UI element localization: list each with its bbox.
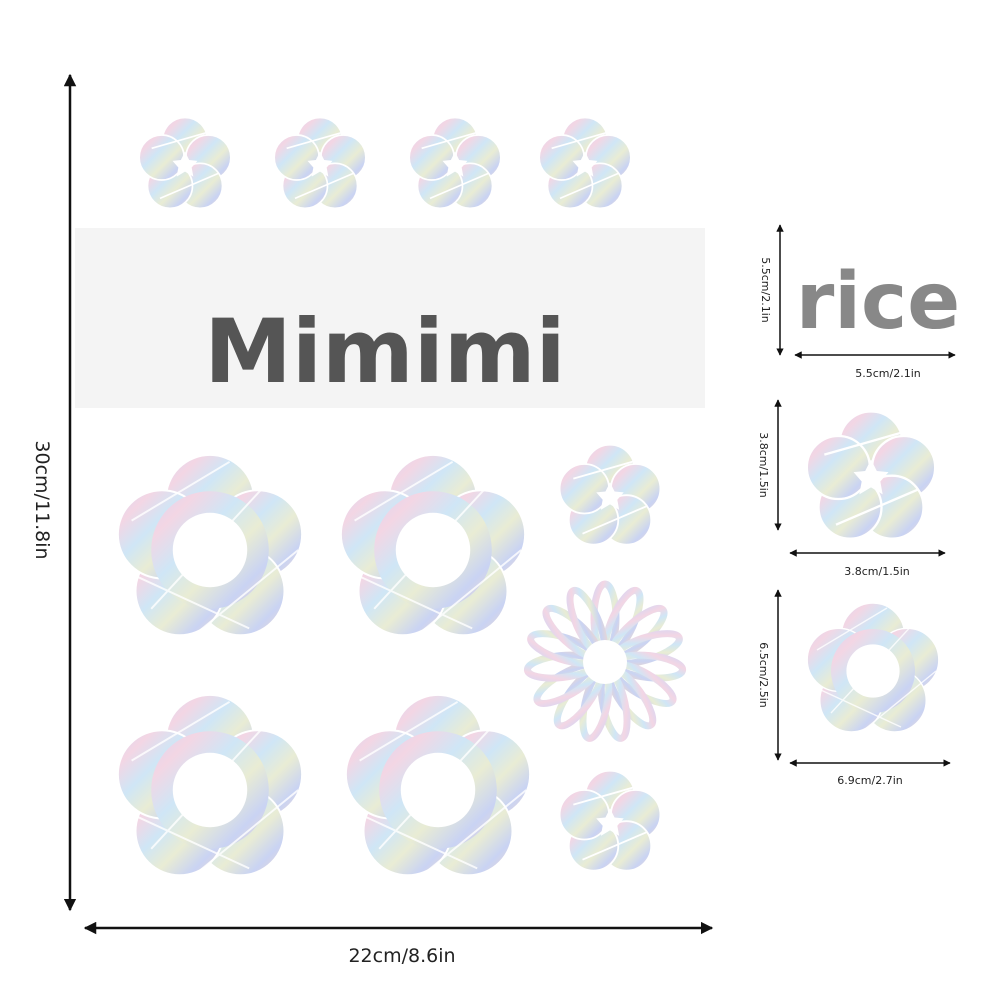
sticker [339, 453, 527, 640]
sample-width-label: 3.8cm/1.5in [844, 565, 910, 578]
sticker [116, 693, 304, 880]
height-label: 30cm/11.8in [31, 440, 53, 559]
sample-width-label: 5.5cm/2.1in [855, 367, 921, 380]
sample-width-label: 6.9cm/2.7in [837, 774, 903, 787]
sticker [116, 453, 304, 640]
width-label: 22cm/8.6in [348, 945, 455, 967]
sticker [558, 443, 662, 546]
sticker [408, 116, 502, 210]
sticker [273, 116, 367, 210]
sticker [138, 116, 232, 210]
sticker [526, 584, 683, 741]
sample-height-label: 3.8cm/1.5in [757, 432, 770, 498]
sample-height-label: 5.5cm/2.1in [759, 257, 772, 323]
sticker [805, 410, 937, 540]
watermark: rice [796, 257, 960, 347]
banner [75, 228, 705, 408]
sticker [344, 693, 532, 880]
banner-text: Mimimi [204, 300, 565, 403]
sticker [806, 602, 940, 735]
sample-height-label: 6.5cm/2.5in [757, 642, 770, 708]
sticker [538, 116, 632, 210]
sticker [558, 769, 662, 872]
